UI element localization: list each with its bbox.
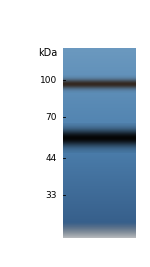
Text: 44: 44 [46,154,57,163]
Text: 100: 100 [40,76,57,85]
Text: kDa: kDa [38,48,57,58]
Text: 33: 33 [46,191,57,200]
Text: 70: 70 [46,113,57,122]
